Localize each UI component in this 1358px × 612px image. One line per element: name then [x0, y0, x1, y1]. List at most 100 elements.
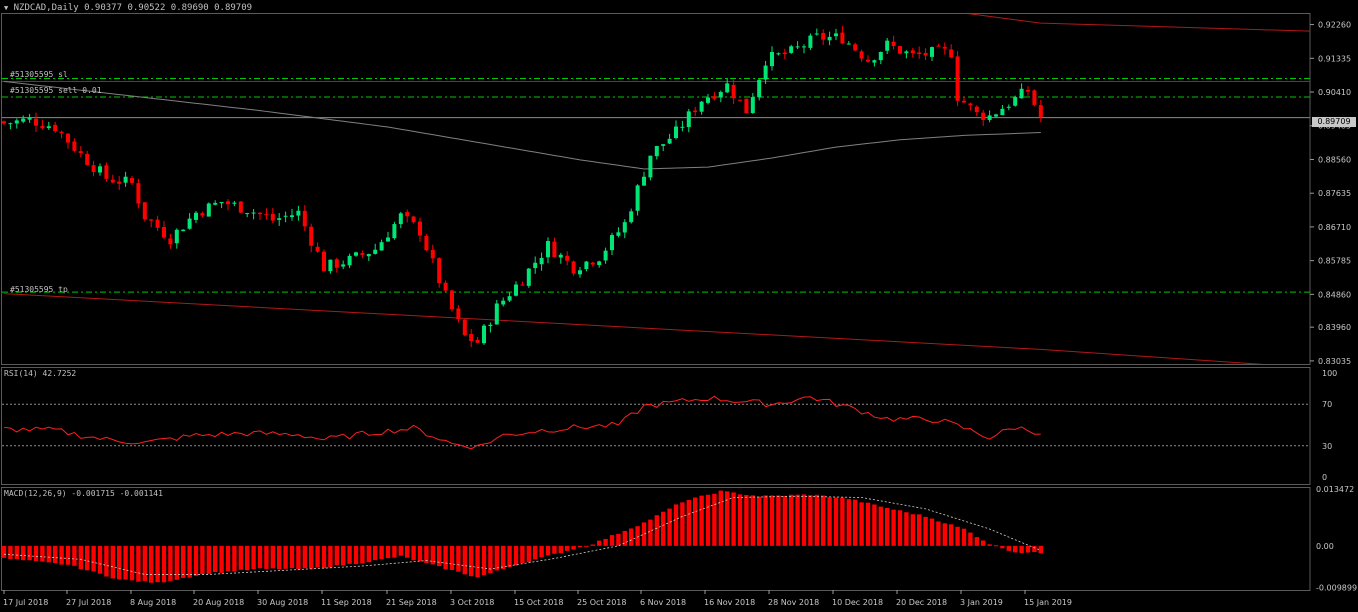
candle-body [885, 40, 890, 51]
y-tick-label: 0.86710 [1318, 223, 1351, 232]
macd-bar [33, 545, 39, 562]
y-tick-label: 0.88560 [1318, 155, 1351, 164]
candle-body [315, 246, 320, 252]
candle [526, 268, 531, 288]
candle [302, 205, 307, 232]
macd-bar [104, 545, 109, 577]
macd-bar [379, 545, 384, 560]
candle [110, 174, 115, 184]
candle [738, 99, 742, 102]
upper-trendline [967, 14, 1310, 32]
candle [443, 280, 448, 293]
candle [501, 297, 506, 307]
macd-bar [110, 545, 115, 579]
candle [597, 260, 602, 268]
candle [622, 219, 627, 239]
candle [130, 175, 134, 186]
candle-body [98, 166, 102, 173]
macd-bar [955, 526, 960, 546]
macd-bar [693, 497, 698, 546]
candle-body [834, 33, 838, 37]
candle-body [853, 44, 858, 51]
macd-bar [545, 545, 551, 556]
macd-bar [571, 545, 576, 550]
macd-bar [328, 545, 333, 568]
candle [21, 115, 26, 124]
candle [34, 112, 38, 133]
candle [968, 102, 973, 111]
macd-bar [72, 545, 77, 566]
macd-title: MACD(12,26,9) -0.001715 -0.001141 [4, 489, 163, 498]
macd-bar [456, 545, 461, 572]
macd-bar [1038, 545, 1043, 554]
macd-bar [622, 530, 627, 546]
candle [686, 108, 691, 133]
macd-bar [565, 545, 570, 551]
candle-body [379, 242, 384, 251]
y-tick-label: 0.87635 [1318, 189, 1351, 198]
candle [85, 150, 90, 166]
macd-bar [597, 540, 602, 546]
candle-body [974, 106, 979, 113]
x-tick-label: 8 Aug 2018 [130, 598, 176, 607]
candle-body [66, 133, 70, 143]
candle-body [962, 100, 966, 103]
candle [667, 133, 672, 145]
candle [776, 52, 781, 56]
candle-body [366, 254, 371, 257]
macd-bar [27, 545, 32, 561]
macd-bar [776, 495, 781, 546]
x-tick-label: 20 Dec 2018 [896, 598, 947, 607]
macd-bar [353, 545, 359, 565]
candle-body [923, 52, 928, 56]
macd-bar [46, 545, 51, 563]
macd-bar [865, 502, 871, 546]
candle-body [731, 84, 736, 99]
candle [277, 213, 282, 226]
macd-bar [840, 497, 845, 546]
candle-body [194, 212, 198, 220]
symbol-header: ▼ NZDCAD,Daily 0.90377 0.90522 0.89690 0… [4, 3, 252, 13]
y-tick-label: 0.83035 [1318, 357, 1351, 366]
macd-bar [801, 494, 807, 546]
macd-bar [686, 499, 691, 546]
candle [206, 202, 211, 217]
candle [834, 28, 838, 41]
candle-body [757, 79, 762, 98]
macd-bar [430, 545, 435, 565]
candle-body [270, 213, 275, 221]
collapse-triangle-icon[interactable]: ▼ [4, 4, 9, 12]
macd-bar [65, 545, 71, 565]
candle [750, 93, 755, 114]
candle [802, 44, 806, 54]
x-tick-label: 6 Nov 2018 [640, 598, 686, 607]
x-tick-label: 15 Oct 2018 [514, 598, 563, 607]
candle [763, 60, 768, 85]
candle [955, 51, 960, 107]
macd-bar [1006, 545, 1011, 551]
x-tick-label: 28 Nov 2018 [768, 598, 819, 607]
candle [782, 48, 787, 60]
macd-bar [936, 521, 941, 546]
macd-tick-label: 0.00 [1316, 542, 1334, 551]
macd-bar [283, 545, 288, 569]
candle-body [290, 215, 294, 218]
candle [814, 28, 819, 36]
candle [533, 256, 538, 274]
candle [334, 257, 339, 273]
candle-body [296, 210, 301, 216]
candle-body [187, 218, 192, 229]
macd-bar [635, 526, 640, 546]
macd-bar [97, 545, 103, 574]
candle [232, 200, 237, 207]
candle-body [488, 324, 493, 327]
macd-bar [501, 545, 506, 570]
candle-body [917, 52, 922, 55]
macd-bar [725, 491, 730, 546]
macd-bar [1000, 545, 1005, 549]
macd-bar [769, 495, 775, 546]
candle-body [27, 117, 32, 120]
macd-bar [78, 545, 83, 570]
candle [962, 96, 966, 104]
